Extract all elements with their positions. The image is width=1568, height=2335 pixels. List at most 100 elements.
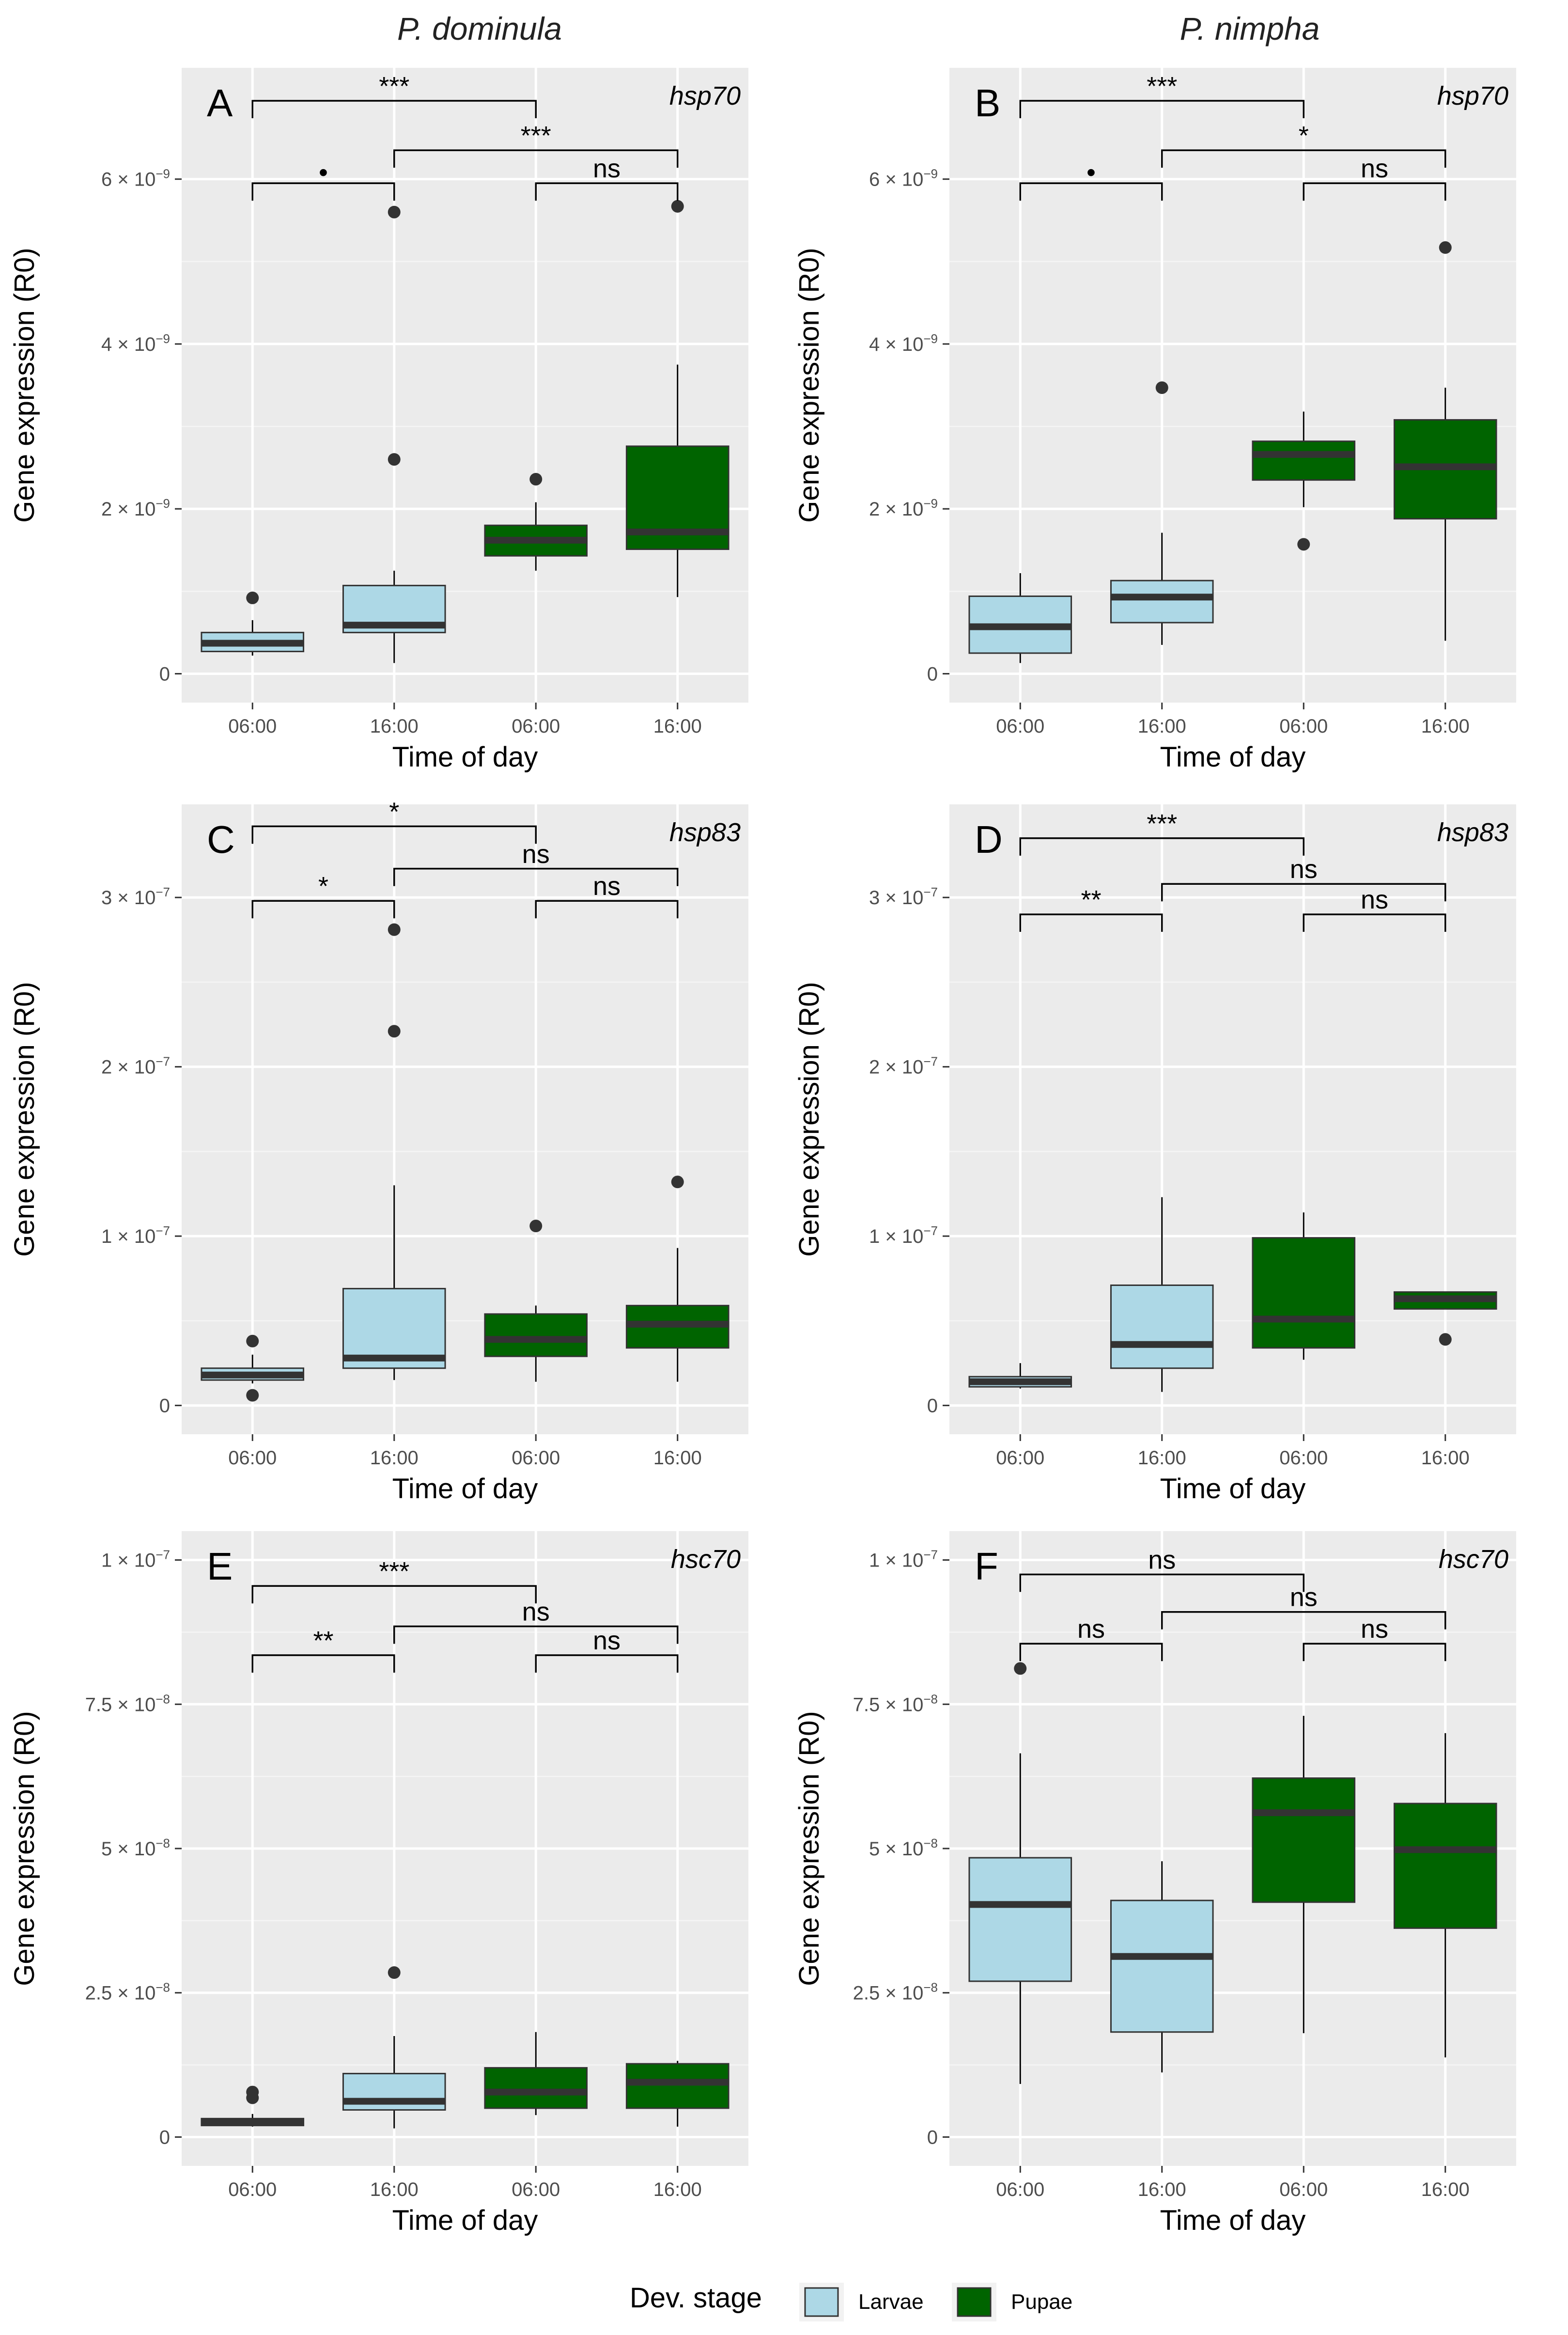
x-axis-title: Time of day: [1160, 2205, 1306, 2236]
comparison-bracket: [393, 868, 679, 886]
box-iqr: [1252, 1237, 1356, 1349]
y-axis-title: Gene expression (R0): [9, 982, 40, 1256]
y-axis-title: Gene expression (R0): [793, 982, 825, 1256]
outlier-point: [388, 205, 401, 219]
gene-label: hsp70: [669, 81, 741, 110]
gene-label: hsc70: [1439, 1545, 1508, 1574]
outlier-point: [246, 591, 259, 604]
y-axis-title: Gene expression (R0): [9, 248, 40, 522]
box-iqr: [1252, 1777, 1356, 1903]
significance-label: ns: [1361, 154, 1388, 183]
significance-label: ***: [379, 72, 409, 101]
panel-f: 0 2.5 × 10−8 5 × 10−8 7.5 × 10−8 1 × 10−7 06:…: [793, 1531, 1516, 2236]
box-iqr: [968, 1857, 1072, 1982]
x-tick-label: 16:00: [1138, 2179, 1186, 2200]
outlier-point: [1297, 538, 1310, 551]
y-axis-title: Gene expression (R0): [793, 248, 825, 522]
box-iqr: [1110, 580, 1214, 624]
outlier-point: [529, 1220, 543, 1233]
outlier-point: [529, 472, 543, 486]
box-iqr: [484, 2067, 588, 2109]
y-tick-label: 1 × 10−7: [101, 1548, 170, 1571]
panel-a: 0 2 × 10−9 4 × 10−9 6 × 10−9 06:00 16:00 06:00…: [9, 68, 748, 773]
y-tick-label: 4 × 10−9: [869, 331, 938, 355]
y-tick-label: 6 × 10−9: [101, 167, 170, 190]
x-tick-label: 06:00: [996, 2179, 1044, 2200]
significance-label: ns: [1290, 855, 1318, 884]
y-tick-label: 0: [927, 1395, 938, 1417]
y-tick-label: 3 × 10−7: [101, 885, 170, 909]
significance-label: ***: [521, 121, 551, 150]
x-tick-label: 16:00: [1421, 2179, 1470, 2200]
y-tick-label: 7.5 × 10−8: [85, 1692, 170, 1715]
y-tick-label: 0: [927, 663, 938, 685]
x-tick-label: 16:00: [370, 1447, 419, 1469]
y-tick-label: 2 × 10−7: [101, 1054, 170, 1078]
y-tick-label: 5 × 10−8: [869, 1836, 938, 1860]
comparison-bracket: [535, 1654, 679, 1673]
x-tick-label: 06:00: [996, 1447, 1044, 1469]
comparison-bracket: [251, 1585, 537, 1604]
gene-label: hsp83: [1437, 818, 1508, 847]
comparison-bracket: [535, 182, 679, 201]
x-tick-label: 06:00: [512, 1447, 560, 1469]
outlier-point: [388, 453, 401, 466]
panel-letter: D: [975, 818, 1003, 861]
y-tick-label: 3 × 10−7: [869, 885, 938, 909]
comparison-bracket: [1161, 1611, 1446, 1630]
y-axis-title: Gene expression (R0): [793, 1711, 825, 1986]
comparison-bracket: [1161, 149, 1446, 168]
x-tick-label: 06:00: [512, 2179, 560, 2200]
significance-label: ns: [593, 872, 621, 901]
y-tick-label: 2 × 10−9: [869, 496, 938, 520]
box-iqr: [625, 2063, 730, 2109]
x-tick-label: 16:00: [653, 1447, 702, 1469]
comparison-bracket: [1303, 1643, 1446, 1661]
outlier-point: [246, 1334, 259, 1348]
y-tick-label: 0: [159, 2127, 170, 2148]
x-tick-label: 06:00: [1279, 1447, 1328, 1469]
box-iqr: [1110, 1899, 1214, 2033]
legend: Dev. stage Larvae Pupae: [630, 2282, 1072, 2321]
y-tick-label: 1 × 10−7: [869, 1548, 938, 1571]
significance-label: ns: [1077, 1614, 1105, 1644]
significance-label: *: [1299, 121, 1309, 150]
x-tick-label: 06:00: [1279, 2179, 1328, 2200]
x-tick-label: 16:00: [1421, 1447, 1470, 1469]
x-tick-label: 06:00: [1279, 716, 1328, 737]
panel-b: 0 2 × 10−9 4 × 10−9 6 × 10−9 06:00 16:00 06:00…: [793, 68, 1516, 773]
x-tick-label: 16:00: [1138, 1447, 1186, 1469]
y-tick-label: 5 × 10−8: [101, 1836, 170, 1860]
panel-e: 0 2.5 × 10−8 5 × 10−8 7.5 × 10−8 1 × 10−7 06:…: [9, 1531, 748, 2236]
y-tick-label: 0: [159, 1395, 170, 1417]
outlier-point: [1439, 241, 1452, 254]
comparison-bracket: [1303, 913, 1446, 932]
box-iqr: [1110, 1284, 1214, 1369]
x-tick-label: 16:00: [1421, 716, 1470, 737]
x-axis-title: Time of day: [1160, 1473, 1306, 1504]
outlier-point: [246, 1389, 259, 1402]
significance-label: •: [319, 158, 328, 187]
panel-letter: B: [975, 81, 1000, 125]
outlier-point: [388, 1025, 401, 1038]
comparison-bracket: [1019, 1573, 1304, 1592]
x-axis-title: Time of day: [392, 741, 538, 773]
panel-letter: E: [207, 1545, 233, 1588]
comparison-bracket: [251, 900, 395, 919]
panel-letter: A: [207, 81, 233, 125]
significance-label: ns: [1361, 885, 1388, 914]
outlier-point: [388, 1966, 401, 1979]
x-tick-label: 16:00: [370, 716, 419, 737]
significance-label: ns: [1361, 1614, 1388, 1644]
outlier-point: [388, 923, 401, 936]
comparison-bracket: [1019, 837, 1304, 856]
panels: 0 2 × 10−9 4 × 10−9 6 × 10−9 06:00 16:00 06:00…: [9, 68, 1516, 2236]
outlier-point: [671, 1175, 684, 1189]
significance-label: ns: [593, 1626, 621, 1655]
y-tick-label: 1 × 10−7: [869, 1223, 938, 1247]
outlier-point: [1155, 381, 1168, 394]
comparison-bracket: [393, 1625, 679, 1644]
y-tick-label: 2.5 × 10−8: [853, 1980, 938, 2004]
gene-label: hsp83: [669, 818, 741, 847]
